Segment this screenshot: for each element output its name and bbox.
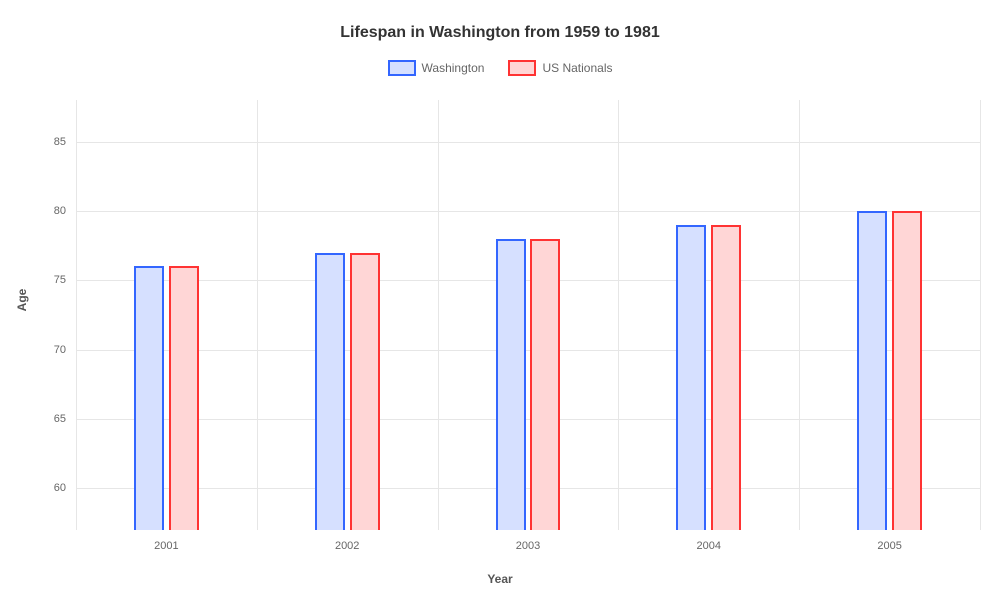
gridline-h bbox=[76, 142, 980, 143]
bar[interactable] bbox=[711, 225, 741, 530]
bar[interactable] bbox=[530, 239, 560, 530]
gridline-v bbox=[980, 100, 981, 530]
gridline-h bbox=[76, 488, 980, 489]
bar[interactable] bbox=[496, 239, 526, 530]
x-axis-label: Year bbox=[487, 572, 512, 586]
legend-label: US Nationals bbox=[542, 61, 612, 75]
xtick-label: 2005 bbox=[877, 530, 901, 552]
legend-item[interactable]: Washington bbox=[388, 60, 485, 76]
bar[interactable] bbox=[169, 266, 199, 530]
bar[interactable] bbox=[350, 253, 380, 530]
ytick-label: 85 bbox=[54, 136, 76, 148]
ytick-label: 70 bbox=[54, 344, 76, 356]
y-axis-label: Age bbox=[15, 289, 29, 312]
ytick-label: 80 bbox=[54, 205, 76, 217]
gridline-v bbox=[799, 100, 800, 530]
gridline-h bbox=[76, 350, 980, 351]
gridline-v bbox=[76, 100, 77, 530]
ytick-label: 65 bbox=[54, 413, 76, 425]
bar[interactable] bbox=[857, 211, 887, 530]
legend-swatch bbox=[388, 60, 416, 76]
gridline-h bbox=[76, 211, 980, 212]
gridline-h bbox=[76, 280, 980, 281]
bar[interactable] bbox=[315, 253, 345, 530]
legend: Washington US Nationals bbox=[0, 60, 1000, 76]
bar[interactable] bbox=[892, 211, 922, 530]
chart-title: Lifespan in Washington from 1959 to 1981 bbox=[0, 0, 1000, 42]
ytick-label: 60 bbox=[54, 482, 76, 494]
ytick-label: 75 bbox=[54, 274, 76, 286]
gridline-h bbox=[76, 419, 980, 420]
bar[interactable] bbox=[676, 225, 706, 530]
plot-area: 60657075808520012002200320042005 bbox=[76, 100, 980, 530]
legend-label: Washington bbox=[422, 61, 485, 75]
xtick-label: 2004 bbox=[697, 530, 721, 552]
legend-swatch bbox=[508, 60, 536, 76]
bar[interactable] bbox=[134, 266, 164, 530]
xtick-label: 2002 bbox=[335, 530, 359, 552]
xtick-label: 2003 bbox=[516, 530, 540, 552]
xtick-label: 2001 bbox=[154, 530, 178, 552]
gridline-v bbox=[618, 100, 619, 530]
gridline-v bbox=[438, 100, 439, 530]
gridline-v bbox=[257, 100, 258, 530]
legend-item[interactable]: US Nationals bbox=[508, 60, 612, 76]
chart-container: Lifespan in Washington from 1959 to 1981… bbox=[0, 0, 1000, 600]
